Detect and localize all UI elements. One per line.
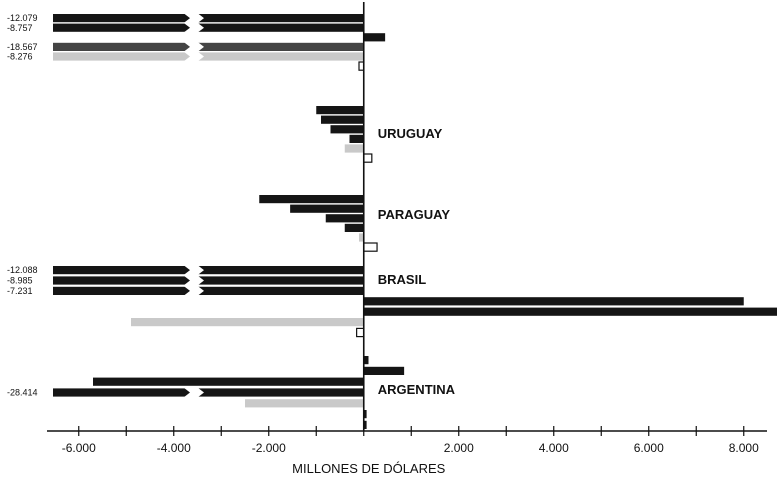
bar-paraguay-5 [363,242,378,252]
x-tick-label: -2.000 [252,441,286,455]
country-label-argentina: ARGENTINA [378,382,456,397]
x-tick-label: -6.000 [62,441,96,455]
bar-uruguay-4 [344,144,364,153]
bar-brasil-6 [356,327,365,338]
axis-break-marker [184,42,204,52]
axis-break-marker [184,387,204,398]
bar-argentina-5 [363,410,367,419]
bar-paraguay-0 [259,195,364,204]
bar-value-label: -18.567 [7,42,38,52]
x-axis-title: MILLONES DE DÓLARES [292,461,445,476]
country-label-uruguay: URUGUAY [378,126,443,141]
axis-break-marker [184,23,204,33]
bar-uruguay-3 [349,134,364,143]
bar-paraguay-3 [344,223,364,232]
bar-brasil-0 [53,266,364,275]
bar-paraguay-2 [325,214,364,223]
bar-value-label: -12.088 [7,265,38,275]
x-tick-label: 2.000 [444,441,474,455]
x-tick-label: 6.000 [634,441,664,455]
bar-argentina-4 [245,399,364,408]
x-tick-label: 8.000 [729,441,759,455]
bar-group0-2 [363,33,386,42]
bar-brasil-5 [131,318,364,327]
bar-value-label: -8.757 [7,23,33,33]
bar-group0-1 [53,23,364,32]
labels-layer: -12.079-8.757 -18.567-8.276 URUGUAY PARAGUA… [7,13,759,455]
bar-argentina-0 [363,356,369,365]
bar-brasil-4 [363,307,777,316]
bar-argentina-2 [93,377,364,386]
bar-value-label: -8.985 [7,276,33,286]
axis-break-marker [184,286,204,296]
bar-value-label: -7.231 [7,286,33,296]
bar-uruguay-5 [363,153,373,163]
axis-layer [47,2,767,432]
bar-group0-0 [53,14,364,23]
axis-break-marker [184,275,204,286]
bar-group0-3 [53,42,364,51]
bar-brasil-3 [363,297,744,306]
bar-value-label: -12.079 [7,13,38,23]
bar-uruguay-2 [330,125,364,134]
bar-paraguay-4 [359,233,364,242]
bar-uruguay-1 [321,115,364,124]
axis-break-marker [184,265,204,275]
bars-layer [53,13,777,429]
axis-break-marker [184,51,204,62]
x-tick-label: 4.000 [539,441,569,455]
bar-argentina-3 [53,388,364,397]
x-tick-label: -4.000 [157,441,191,455]
country-label-paraguay: PARAGUAY [378,207,451,222]
axis-break-marker [184,13,204,23]
country-label-brasil: BRASIL [378,272,426,287]
bar-group0-4 [53,52,364,61]
bar-argentina-1 [363,366,405,375]
bar-brasil-2 [53,286,364,295]
bar-argentina-6 [363,420,367,429]
bar-paraguay-1 [290,204,364,213]
bar-uruguay-0 [316,106,364,115]
bar-value-label: -28.414 [7,388,38,398]
bar-value-label: -8.276 [7,52,33,62]
bar-brasil-1 [53,276,364,285]
